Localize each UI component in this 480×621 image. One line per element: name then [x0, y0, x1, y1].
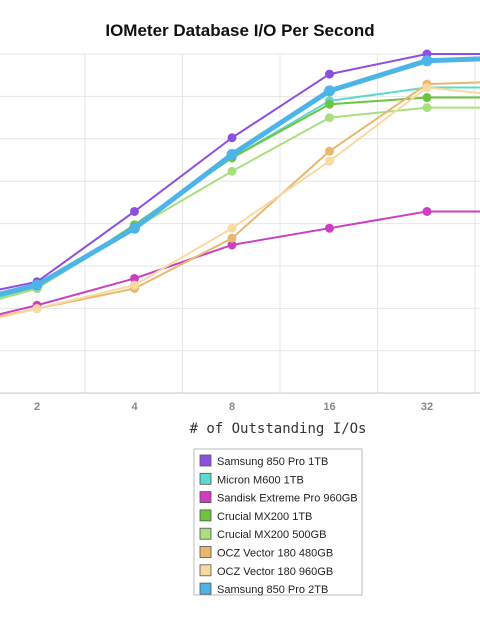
data-point [130, 280, 139, 290]
series-line [0, 81, 480, 318]
series-4 [0, 103, 480, 300]
legend-swatch [199, 491, 212, 504]
series-line [0, 86, 480, 299]
data-point [324, 85, 335, 97]
data-point [130, 273, 139, 283]
legend-label: Samsung 850 Pro 1TB [217, 456, 328, 468]
data-point [32, 304, 42, 314]
data-point [227, 240, 237, 250]
data-point [227, 166, 237, 176]
series-3 [0, 93, 480, 300]
x-tick-labels: 2 4 8 16 32 [34, 401, 433, 413]
x-tick-label: 32 [421, 401, 433, 413]
x-tick-label: 16 [323, 401, 335, 413]
data-point [226, 149, 238, 160]
data-point [422, 93, 432, 103]
data-point [325, 113, 334, 123]
legend-label: Crucial MX200 1TB [217, 511, 312, 523]
legend-label: Micron M600 1TB [217, 474, 304, 486]
data-point [31, 279, 43, 291]
data-point [325, 156, 334, 166]
legend-swatch [199, 454, 212, 467]
legend-box [193, 448, 363, 596]
legend-swatch [199, 472, 212, 485]
legend-swatch [199, 527, 212, 540]
x-tick-label: 4 [131, 401, 138, 413]
legend: Samsung 850 Pro 1TB Micron M600 1TB Sandis… [193, 448, 363, 596]
data-point [227, 223, 237, 233]
series-line [0, 96, 480, 300]
data-point [325, 99, 334, 109]
data-point [422, 83, 432, 92]
legend-label: Samsung 850 Pro 2TB [217, 584, 328, 596]
data-point [227, 133, 237, 143]
x-tick-label: 8 [229, 401, 235, 413]
legend-swatch [199, 582, 212, 595]
series-line [0, 56, 480, 297]
legend-swatch [199, 564, 212, 577]
data-point [227, 233, 237, 243]
data-point [422, 206, 432, 216]
x-axis-label: # of Outstanding I/Os [189, 421, 366, 437]
chart-title: IOMeter Database I/O Per Second [105, 21, 374, 40]
data-point [325, 69, 334, 79]
series-6 [0, 83, 480, 319]
legend-label: Crucial MX200 500GB [217, 529, 326, 541]
legend-label: OCZ Vector 180 960GB [217, 566, 333, 578]
x-tick-label: 2 [34, 401, 40, 413]
legend-label: OCZ Vector 180 480GB [217, 548, 333, 560]
data-point [325, 223, 334, 233]
series-7 [0, 55, 480, 297]
legend-swatch [199, 546, 212, 558]
data-point [129, 222, 140, 234]
series-group [0, 49, 480, 319]
data-point [325, 146, 334, 156]
data-point [421, 55, 433, 67]
data-point [130, 206, 139, 216]
series-1 [0, 83, 480, 299]
legend-label: Sandisk Extreme Pro 960GB [217, 493, 358, 505]
legend-swatch [199, 509, 212, 522]
series-5 [0, 79, 480, 318]
data-point [422, 103, 432, 113]
series-line [0, 210, 480, 316]
